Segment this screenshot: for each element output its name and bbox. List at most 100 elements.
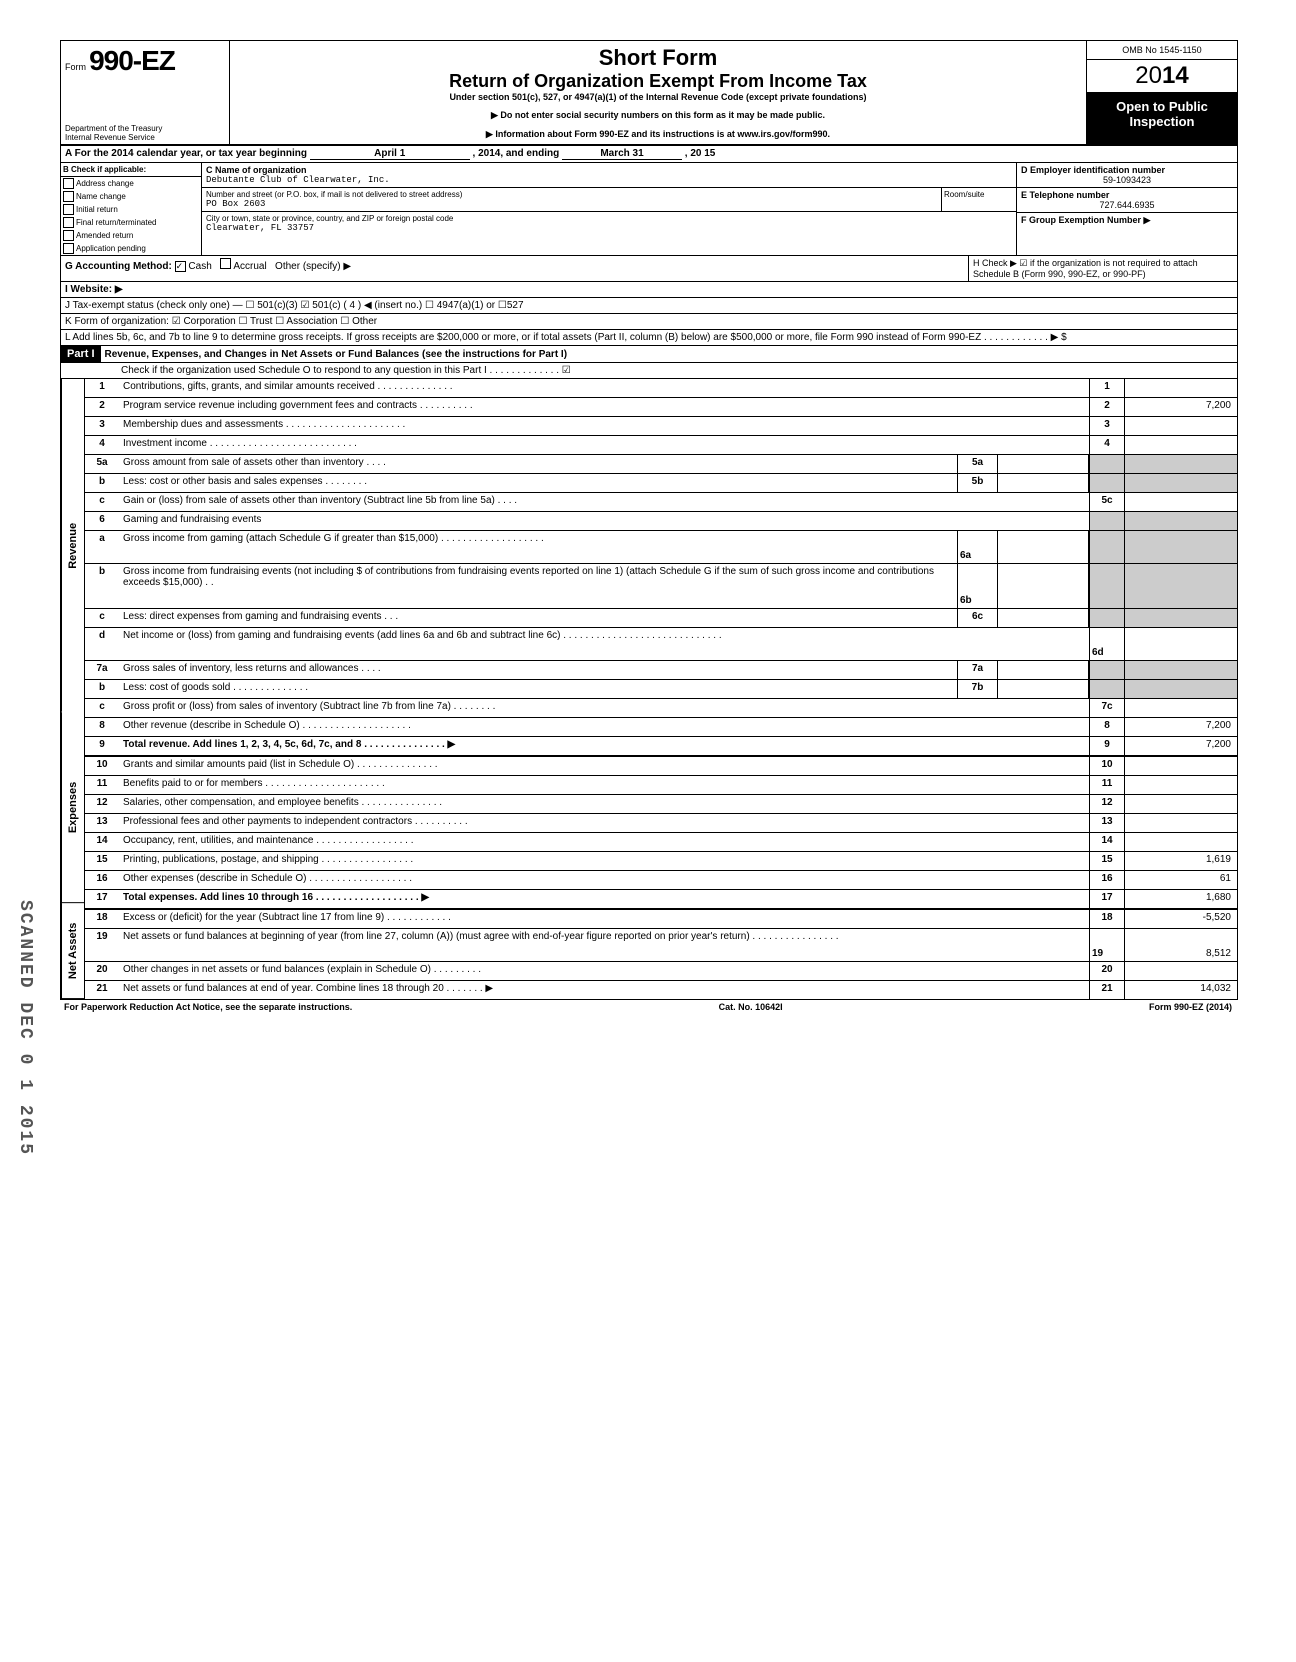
dept-treasury: Department of the Treasury Internal Reve…	[65, 124, 162, 142]
line-h: H Check ▶ ☑ if the organization is not r…	[968, 256, 1237, 281]
line-2: 2 Program service revenue including gove…	[85, 398, 1237, 417]
addr-label: Number and street (or P.O. box, if mail …	[206, 190, 937, 199]
line-19-value: 8,512	[1124, 929, 1237, 961]
phone-value: 727.644.6935	[1021, 200, 1233, 210]
check-address-change[interactable]: Address change	[61, 177, 201, 190]
line-20-value	[1124, 962, 1237, 980]
line-5c-value	[1124, 493, 1237, 511]
line-15-value: 1,619	[1124, 852, 1237, 870]
page-footer: For Paperwork Reduction Act Notice, see …	[60, 1000, 1236, 1014]
line-7c-value	[1124, 699, 1237, 717]
check-initial-return[interactable]: Initial return	[61, 203, 201, 216]
part-1-header-row: Part I Revenue, Expenses, and Changes in…	[61, 346, 1237, 363]
part-1-label: Part I	[61, 346, 101, 362]
line-5b: b Less: cost or other basis and sales ex…	[85, 474, 1237, 493]
section-c: C Name of organization Debutante Club of…	[202, 163, 1016, 255]
tax-year: 2014	[1087, 60, 1237, 93]
line-14: 14 Occupancy, rent, utilities, and maint…	[85, 833, 1237, 852]
line-9-value: 7,200	[1124, 737, 1237, 755]
org-name-label: C Name of organization	[206, 165, 1012, 175]
form-prefix: Form	[65, 62, 86, 72]
org-name: Debutante Club of Clearwater, Inc.	[206, 175, 1012, 185]
line-11-value	[1124, 776, 1237, 794]
section-def: D Employer identification number 59-1093…	[1016, 163, 1237, 255]
line-a-tax-year: A For the 2014 calendar year, or tax yea…	[61, 146, 1237, 163]
line-5c: c Gain or (loss) from sale of assets oth…	[85, 493, 1237, 512]
phone-label: E Telephone number	[1021, 190, 1233, 200]
line-k-org-form: K Form of organization: ☑ Corporation ☐ …	[61, 314, 1237, 330]
line-21-value: 14,032	[1124, 981, 1237, 999]
line-6d-value	[1124, 628, 1237, 660]
line-8-value: 7,200	[1124, 718, 1237, 736]
omb-number: OMB No 1545-1150	[1087, 41, 1237, 60]
form-990ez-page1: Form 990-EZ Department of the Treasury I…	[60, 40, 1238, 1000]
part-1-title: Revenue, Expenses, and Changes in Net As…	[101, 347, 572, 362]
return-title: Return of Organization Exempt From Incom…	[238, 71, 1078, 92]
paperwork-notice: For Paperwork Reduction Act Notice, see …	[64, 1002, 352, 1012]
org-city: Clearwater, FL 33757	[206, 223, 1012, 233]
line-l-gross-receipts: L Add lines 5b, 6c, and 7b to line 9 to …	[61, 330, 1237, 346]
line-4: 4 Investment income . . . . . . . . . . …	[85, 436, 1237, 455]
check-accrual[interactable]	[220, 258, 231, 269]
line-10-value	[1124, 757, 1237, 775]
info-line: ▶ Information about Form 990-EZ and its …	[238, 129, 1078, 140]
form-header: Form 990-EZ Department of the Treasury I…	[61, 41, 1237, 146]
part-1-check-line: Check if the organization used Schedule …	[61, 363, 1237, 379]
line-7b: b Less: cost of goods sold . . . . . . .…	[85, 680, 1237, 699]
line-g-label: G Accounting Method:	[65, 261, 172, 272]
line-6b: b Gross income from fundraising events (…	[85, 564, 1237, 609]
city-label: City or town, state or province, country…	[206, 214, 1012, 223]
line-i-website: I Website: ▶	[61, 282, 1237, 298]
header-center: Short Form Return of Organization Exempt…	[230, 41, 1086, 144]
line-10: 10 Grants and similar amounts paid (list…	[85, 757, 1237, 776]
group-exemption-label: F Group Exemption Number ▶	[1021, 215, 1233, 226]
line-6d: d Net income or (loss) from gaming and f…	[85, 628, 1237, 661]
line-12: 12 Salaries, other compensation, and emp…	[85, 795, 1237, 814]
side-net-assets: Net Assets	[61, 903, 84, 999]
line-7c: c Gross profit or (loss) from sales of i…	[85, 699, 1237, 718]
ssn-warning: ▶ Do not enter social security numbers o…	[238, 110, 1078, 121]
line-19: 19 Net assets or fund balances at beginn…	[85, 929, 1237, 962]
line-g: G Accounting Method: Cash Accrual Other …	[61, 256, 968, 281]
open-to-public: Open to Public Inspection	[1087, 93, 1237, 144]
section-b-header: B Check if applicable:	[61, 163, 201, 177]
header-right: OMB No 1545-1150 2014 Open to Public Ins…	[1086, 41, 1237, 144]
line-9: 9 Total revenue. Add lines 1, 2, 3, 4, 5…	[85, 737, 1237, 757]
check-final-return[interactable]: Final return/terminated	[61, 216, 201, 229]
line-18: 18 Excess or (deficit) for the year (Sub…	[85, 910, 1237, 929]
short-form-title: Short Form	[238, 45, 1078, 71]
line-16: 16 Other expenses (describe in Schedule …	[85, 871, 1237, 890]
ein-value: 59-1093423	[1021, 175, 1233, 185]
line-7a: 7a Gross sales of inventory, less return…	[85, 661, 1237, 680]
line-6a: a Gross income from gaming (attach Sched…	[85, 531, 1237, 564]
line-a-mid: , 2014, and ending	[473, 148, 560, 159]
tax-year-end-month: March 31	[562, 148, 682, 160]
form-ref: Form 990-EZ (2014)	[1149, 1002, 1232, 1012]
line-j-tax-exempt: J Tax-exempt status (check only one) — ☐…	[61, 298, 1237, 314]
line-14-value	[1124, 833, 1237, 851]
line-1: 1 Contributions, gifts, grants, and simi…	[85, 379, 1237, 398]
line-13: 13 Professional fees and other payments …	[85, 814, 1237, 833]
check-name-change[interactable]: Name change	[61, 190, 201, 203]
form-id-block: Form 990-EZ Department of the Treasury I…	[61, 41, 230, 144]
side-expenses: Expenses	[61, 712, 84, 903]
check-application-pending[interactable]: Application pending	[61, 242, 201, 255]
scanned-date-stamp: SCANNED DEC 0 1 2015	[15, 900, 35, 1156]
room-suite-label: Room/suite	[941, 188, 1016, 211]
line-17: 17 Total expenses. Add lines 10 through …	[85, 890, 1237, 910]
line-18-value: -5,520	[1124, 910, 1237, 928]
tax-year-end-year: , 20 15	[685, 148, 716, 159]
check-amended-return[interactable]: Amended return	[61, 229, 201, 242]
line-5a: 5a Gross amount from sale of assets othe…	[85, 455, 1237, 474]
line-16-value: 61	[1124, 871, 1237, 889]
line-3-value	[1124, 417, 1237, 435]
line-6: 6 Gaming and fundraising events	[85, 512, 1237, 531]
under-section: Under section 501(c), 527, or 4947(a)(1)…	[238, 92, 1078, 102]
line-21: 21 Net assets or fund balances at end of…	[85, 981, 1237, 999]
line-11: 11 Benefits paid to or for members . . .…	[85, 776, 1237, 795]
check-cash[interactable]	[175, 261, 186, 272]
line-3: 3 Membership dues and assessments . . . …	[85, 417, 1237, 436]
line-17-value: 1,680	[1124, 890, 1237, 908]
catalog-number: Cat. No. 10642I	[719, 1002, 783, 1012]
part-1-body: Revenue Expenses Net Assets 1 Contributi…	[61, 379, 1237, 999]
